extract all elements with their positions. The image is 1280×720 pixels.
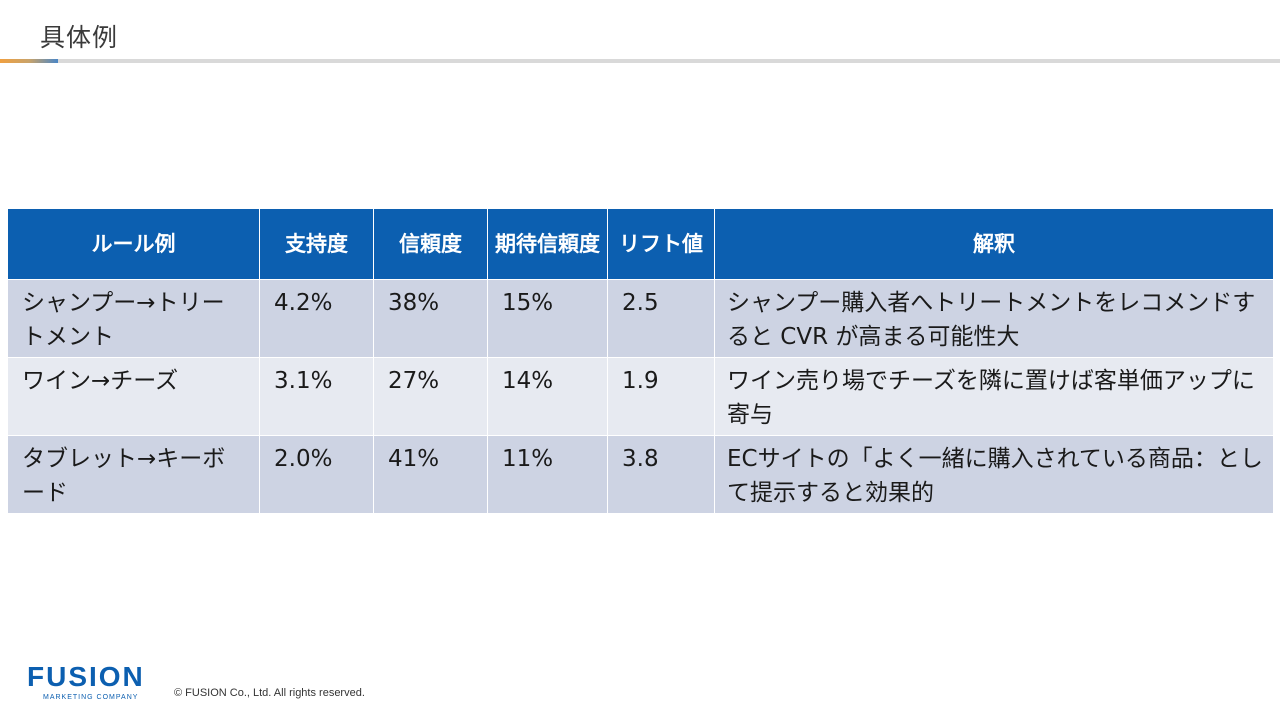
cell-expected-confidence: 15% [487,279,608,358]
logo-wordmark: FUSION [27,661,145,692]
slide-title: 具体例 [40,23,119,52]
cell-rule: ワイン→チーズ [7,357,260,436]
cell-lift: 3.8 [607,435,715,514]
logo-tagline: MARKETING COMPANY [43,694,139,701]
cell-lift: 2.5 [607,279,715,358]
cell-lift: 1.9 [607,357,715,436]
cell-support: 4.2% [259,279,374,358]
title-divider-accent [0,59,58,63]
cell-expected-confidence: 11% [487,435,608,514]
cell-interpretation: ECサイトの「よく一緒に購入されている商品：として提示すると効果的 [714,435,1274,514]
title-divider [0,59,1280,63]
header-lift: リフト値 [607,208,715,280]
table-row: ワイン→チーズ 3.1% 27% 14% 1.9 ワイン売り場でチーズを隣に置け… [7,357,1274,436]
cell-confidence: 41% [373,435,488,514]
table-header-row: ルール例 支持度 信頼度 期待信頼度 リフト値 解釈 [7,208,1274,280]
fusion-logo: FUSION MARKETING COMPANY [27,661,157,702]
table-row: シャンプー→トリートメント 4.2% 38% 15% 2.5 シャンプー購入者へ… [7,279,1274,358]
header-confidence: 信頼度 [373,208,488,280]
association-rules-table: ルール例 支持度 信頼度 期待信頼度 リフト値 解釈 シャンプー→トリートメント… [7,208,1274,514]
cell-confidence: 38% [373,279,488,358]
copyright-notice: © FUSION Co., Ltd. All rights reserved. [174,687,365,699]
cell-interpretation: ワイン売り場でチーズを隣に置けば客単価アップに寄与 [714,357,1274,436]
cell-expected-confidence: 14% [487,357,608,436]
cell-support: 3.1% [259,357,374,436]
cell-support: 2.0% [259,435,374,514]
header-expected-confidence: 期待信頼度 [487,208,608,280]
header-interpretation: 解釈 [714,208,1274,280]
cell-rule: シャンプー→トリートメント [7,279,260,358]
header-rule-example: ルール例 [7,208,260,280]
cell-rule: タブレット→キーボード [7,435,260,514]
table-row: タブレット→キーボード 2.0% 41% 11% 3.8 ECサイトの「よく一緒… [7,435,1274,514]
header-support: 支持度 [259,208,374,280]
cell-interpretation: シャンプー購入者へトリートメントをレコメンドすると CVR が高まる可能性大 [714,279,1274,358]
cell-confidence: 27% [373,357,488,436]
